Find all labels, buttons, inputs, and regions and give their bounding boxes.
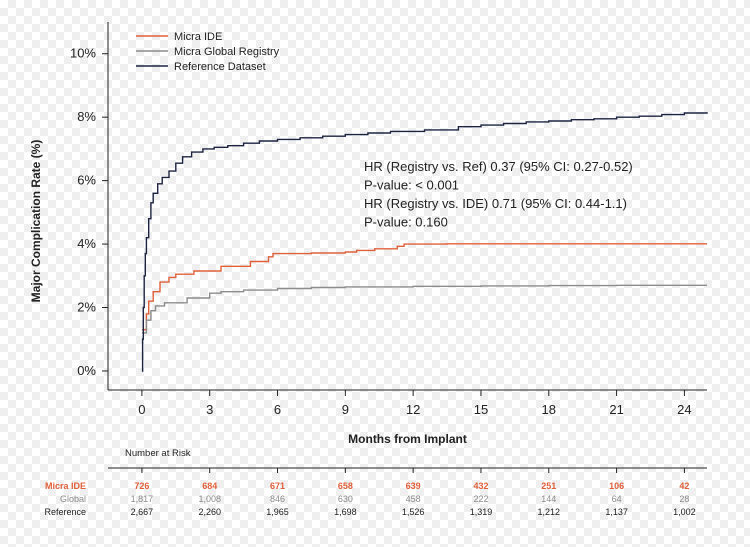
annotation-text: P-value: < 0.001 (364, 178, 459, 193)
legend-label: Micra IDE (174, 31, 222, 43)
risk-value: 639 (406, 481, 421, 491)
risk-value: 684 (202, 481, 217, 491)
y-tick-label: 4% (77, 236, 96, 251)
risk-value: 106 (609, 481, 624, 491)
y-tick-label: 6% (77, 173, 96, 188)
risk-value: 42 (679, 481, 689, 491)
risk-value: 1,965 (266, 507, 289, 517)
risk-value: 458 (406, 494, 421, 504)
risk-value: 251 (541, 481, 556, 491)
annotation-text: P-value: 0.160 (364, 215, 448, 230)
y-axis-title: Major Complication Rate (%) (29, 140, 43, 303)
risk-value: 1,817 (131, 494, 154, 504)
risk-row-label: Micra IDE (45, 481, 86, 491)
y-tick-label: 10% (70, 46, 96, 61)
x-tick-label: 15 (474, 402, 488, 417)
series-line-micra-global-registry (141, 284, 707, 334)
series-line-reference-dataset (141, 112, 708, 372)
risk-value: 1,212 (538, 507, 561, 517)
legend: Micra IDE Micra Global Registry Reference … (136, 31, 280, 73)
risk-table-title: Number at Risk (125, 448, 191, 459)
x-tick-label: 9 (342, 402, 349, 417)
risk-value: 1,008 (198, 494, 221, 504)
annotations: HR (Registry vs. Ref) 0.37 (95% CI: 0.27… (364, 159, 633, 230)
risk-value: 671 (270, 481, 285, 491)
y-tick-label: 0% (77, 363, 96, 378)
x-tick-label: 6 (274, 402, 281, 417)
x-tick-label: 0 (138, 402, 145, 417)
axes: 0% 2% 4% 6% 8% 10% 0 3 6 9 12 15 18 21 24 Months from I… (29, 22, 707, 446)
series-line-micra-ide (141, 243, 707, 331)
series-group (141, 112, 708, 372)
x-tick-label: 12 (406, 402, 420, 417)
risk-value: 846 (270, 494, 285, 504)
x-tick-label: 24 (677, 402, 691, 417)
annotation-text: HR (Registry vs. Ref) 0.37 (95% CI: 0.27… (364, 159, 633, 174)
risk-value: 630 (338, 494, 353, 504)
risk-value: 432 (473, 481, 488, 491)
risk-value: 726 (134, 481, 149, 491)
x-axis-title: Months from Implant (348, 432, 467, 446)
x-tick-label: 18 (542, 402, 556, 417)
x-tick-label: 3 (206, 402, 213, 417)
risk-value: 28 (679, 494, 689, 504)
risk-value: 1,137 (605, 507, 628, 517)
legend-label: Reference Dataset (174, 61, 266, 73)
risk-value: 222 (473, 494, 488, 504)
risk-value: 658 (338, 481, 353, 491)
risk-value: 1,319 (470, 507, 493, 517)
y-tick-label: 8% (77, 109, 96, 124)
risk-value: 2,260 (198, 507, 221, 517)
risk-row-label: Global (60, 494, 86, 504)
y-tick-label: 2% (77, 300, 96, 315)
risk-value: 2,667 (131, 507, 154, 517)
x-tick-label: 21 (609, 402, 623, 417)
risk-table: Number at Risk Micra IDE 726 684 671 658 639 43… (44, 448, 707, 517)
risk-value: 1,698 (334, 507, 357, 517)
risk-value: 1,526 (402, 507, 425, 517)
risk-value: 1,002 (673, 507, 696, 517)
annotation-text: HR (Registry vs. IDE) 0.71 (95% CI: 0.44… (364, 196, 627, 211)
risk-value: 64 (612, 494, 622, 504)
risk-value: 144 (541, 494, 556, 504)
legend-label: Micra Global Registry (174, 46, 280, 58)
risk-row-label: Reference (44, 507, 86, 517)
